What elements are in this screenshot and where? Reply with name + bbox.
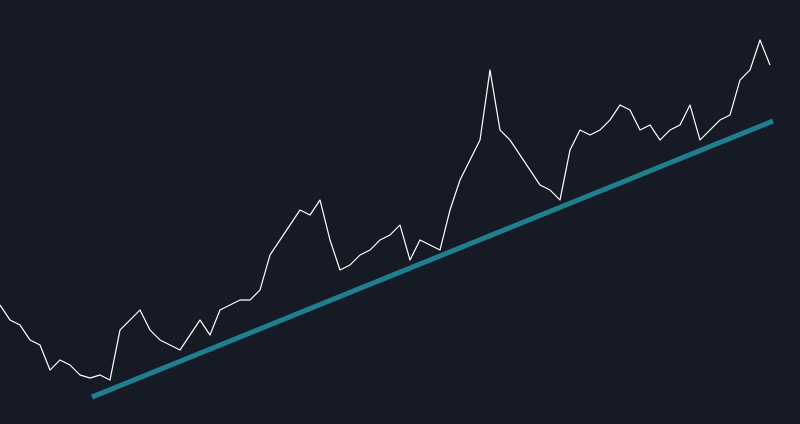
price-line	[0, 39, 771, 381]
trendline	[91, 118, 774, 400]
